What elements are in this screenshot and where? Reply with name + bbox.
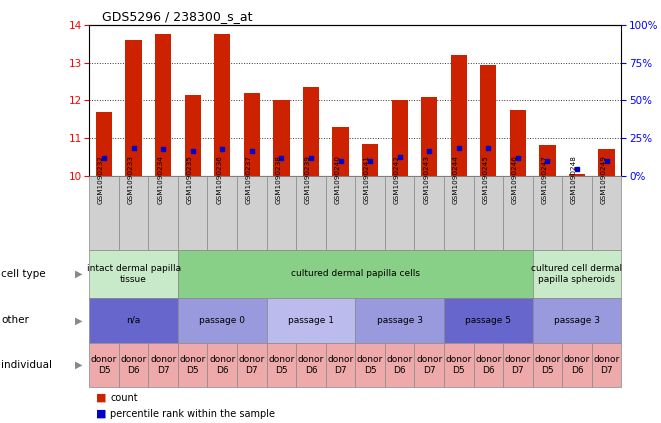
Text: ■: ■ [96, 409, 106, 419]
Text: ■: ■ [96, 393, 106, 403]
Text: individual: individual [1, 360, 52, 370]
Text: GSM1090238: GSM1090238 [276, 155, 282, 204]
Text: GSM1090241: GSM1090241 [364, 155, 370, 204]
Text: GSM1090232: GSM1090232 [98, 155, 104, 204]
Bar [303, 87, 319, 176]
Text: GSM1090243: GSM1090243 [423, 155, 429, 204]
Bar [451, 55, 467, 176]
Text: passage 5: passage 5 [465, 316, 512, 325]
Text: donor
D6: donor D6 [298, 355, 324, 374]
Bar [421, 97, 438, 176]
Bar [362, 144, 378, 176]
Text: donor
D7: donor D7 [505, 355, 531, 374]
Text: donor
D6: donor D6 [120, 355, 147, 374]
Text: ▶: ▶ [75, 316, 83, 325]
Text: donor
D7: donor D7 [150, 355, 176, 374]
Text: intact dermal papilla
tissue: intact dermal papilla tissue [87, 264, 180, 283]
Bar [480, 65, 496, 176]
Text: GSM1090236: GSM1090236 [216, 155, 222, 204]
Bar [126, 41, 141, 176]
Text: GSM1090244: GSM1090244 [453, 155, 459, 204]
Text: donor
D6: donor D6 [209, 355, 235, 374]
Text: count: count [110, 393, 138, 403]
Text: donor
D5: donor D5 [357, 355, 383, 374]
Text: donor
D7: donor D7 [416, 355, 442, 374]
Text: donor
D5: donor D5 [268, 355, 295, 374]
Text: GDS5296 / 238300_s_at: GDS5296 / 238300_s_at [102, 10, 253, 23]
Text: cell type: cell type [1, 269, 46, 279]
Bar [155, 34, 171, 176]
Text: donor
D5: donor D5 [91, 355, 117, 374]
Text: donor
D5: donor D5 [534, 355, 561, 374]
Text: donor
D6: donor D6 [387, 355, 412, 374]
Text: GSM1090245: GSM1090245 [483, 155, 488, 204]
Text: ▶: ▶ [75, 269, 83, 279]
Text: percentile rank within the sample: percentile rank within the sample [110, 409, 276, 419]
Bar [569, 174, 585, 176]
Text: passage 3: passage 3 [554, 316, 600, 325]
Text: donor
D7: donor D7 [594, 355, 619, 374]
Text: donor
D5: donor D5 [180, 355, 206, 374]
Text: GSM1090239: GSM1090239 [305, 155, 311, 204]
Bar [332, 127, 348, 176]
Bar [184, 95, 201, 176]
Text: GSM1090249: GSM1090249 [601, 155, 607, 204]
Text: GSM1090248: GSM1090248 [571, 155, 577, 204]
Bar [244, 93, 260, 176]
Text: donor
D6: donor D6 [564, 355, 590, 374]
Text: GSM1090240: GSM1090240 [334, 155, 340, 204]
Text: cultured dermal papilla cells: cultured dermal papilla cells [291, 269, 420, 278]
Text: donor
D5: donor D5 [446, 355, 472, 374]
Text: donor
D7: donor D7 [327, 355, 354, 374]
Text: GSM1090242: GSM1090242 [394, 155, 400, 204]
Text: ▶: ▶ [75, 360, 83, 370]
Bar [510, 110, 526, 176]
Text: n/a: n/a [126, 316, 141, 325]
Text: GSM1090233: GSM1090233 [128, 155, 134, 204]
Bar [214, 34, 231, 176]
Bar [539, 145, 555, 176]
Text: GSM1090234: GSM1090234 [157, 155, 163, 204]
Text: donor
D7: donor D7 [239, 355, 265, 374]
Bar [598, 149, 615, 176]
Text: GSM1090246: GSM1090246 [512, 155, 518, 204]
Bar [273, 101, 290, 176]
Text: GSM1090237: GSM1090237 [246, 155, 252, 204]
Text: other: other [1, 316, 29, 325]
Text: GSM1090235: GSM1090235 [186, 155, 193, 204]
Text: passage 0: passage 0 [199, 316, 245, 325]
Text: passage 3: passage 3 [377, 316, 422, 325]
Text: passage 1: passage 1 [288, 316, 334, 325]
Text: cultured cell dermal
papilla spheroids: cultured cell dermal papilla spheroids [531, 264, 623, 283]
Text: GSM1090247: GSM1090247 [541, 155, 547, 204]
Bar [96, 112, 112, 176]
Text: donor
D6: donor D6 [475, 355, 502, 374]
Bar [391, 101, 408, 176]
